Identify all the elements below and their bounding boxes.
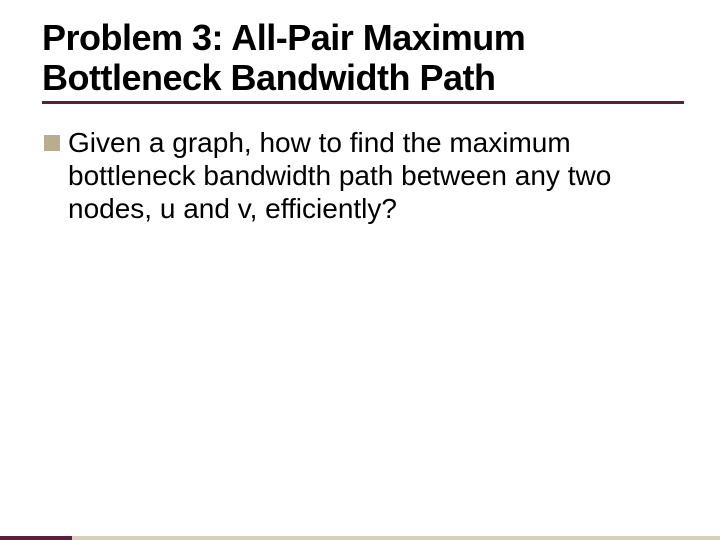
body-block: Given a graph, how to find the maximum b… [42,126,684,225]
title-block: Problem 3: All-Pair Maximum Bottleneck B… [42,18,684,104]
footer-accent-dark [0,536,72,540]
title-line-1: Problem 3: All-Pair Maximum [42,18,684,58]
slide: Problem 3: All-Pair Maximum Bottleneck B… [0,0,720,540]
slide-title: Problem 3: All-Pair Maximum Bottleneck B… [42,18,684,99]
bullet-item: Given a graph, how to find the maximum b… [44,126,684,225]
title-line-2: Bottleneck Bandwidth Path [42,58,684,98]
title-underline [42,101,684,104]
bullet-text: Given a graph, how to find the maximum b… [68,126,648,225]
footer-accent-light [72,536,720,540]
square-bullet-icon [44,135,60,151]
